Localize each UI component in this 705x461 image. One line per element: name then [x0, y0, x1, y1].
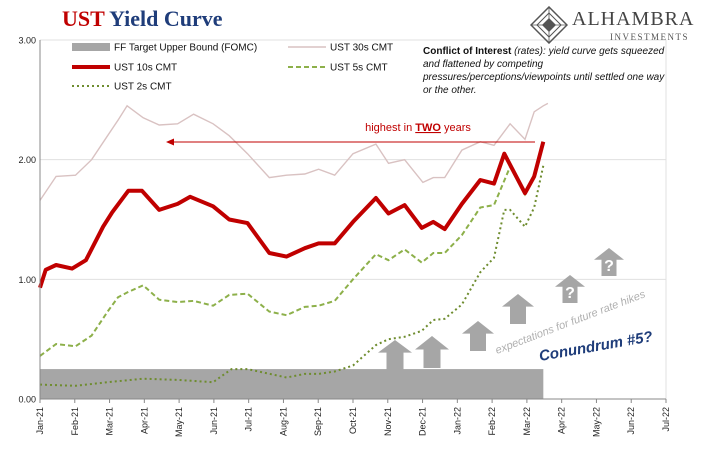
x-tick-label: Apr-22: [557, 407, 567, 434]
up-arrow-icon: [415, 336, 449, 368]
x-tick-label: May-21: [174, 407, 184, 437]
title-prefix: UST: [62, 6, 105, 31]
title-rest: Yield Curve: [109, 6, 223, 31]
legend-label: FF Target Upper Bound (FOMC): [114, 43, 257, 54]
x-tick-label: Mar-21: [105, 407, 115, 436]
x-tick-label: Jan-21: [35, 407, 45, 435]
alhambra-logo: ALHAMBRA INVESTMENTS: [528, 6, 703, 46]
x-tick-label: Dec-21: [418, 407, 428, 436]
legend-label: UST 5s CMT: [330, 63, 388, 74]
up-arrow-icon: [594, 248, 624, 276]
arrow-head-icon: [166, 138, 174, 146]
legend-swatch: [72, 43, 110, 51]
legend-label: UST 30s CMT: [330, 43, 393, 54]
chart-title: UST Yield Curve: [62, 6, 223, 32]
legend-label: UST 10s CMT: [114, 63, 177, 74]
up-arrow-icon: [555, 275, 585, 303]
x-tick-label: Jul-22: [661, 407, 671, 432]
ust30-line: [39, 102, 549, 201]
x-tick-label: Nov-21: [383, 407, 393, 436]
logo-subtitle: INVESTMENTS: [610, 32, 689, 42]
x-tick-label: Jan-22: [452, 407, 462, 435]
y-tick-label: 3.00: [18, 36, 36, 46]
question-mark: ?: [604, 258, 614, 275]
x-tick-label: Jul-21: [244, 407, 254, 432]
ust2-line: [39, 165, 545, 387]
conflict-of-interest-note: Conflict of Interest (rates): yield curv…: [423, 45, 673, 97]
series-layer: [38, 102, 549, 399]
ust5-line: [39, 141, 545, 357]
up-arrow-icon: [462, 321, 494, 351]
logo-name: ALHAMBRA: [572, 8, 695, 30]
x-tick-label: Sep-21: [313, 407, 323, 436]
x-tick-label: Apr-21: [139, 407, 149, 434]
y-tick-label: 2.00: [18, 155, 36, 165]
x-tick-label: Mar-22: [522, 407, 532, 436]
x-tick-label: Feb-21: [70, 407, 80, 436]
x-tick-label: Jun-22: [626, 407, 636, 435]
legend-label: UST 2s CMT: [114, 82, 172, 93]
question-mark: ?: [565, 285, 575, 302]
ust10-line: [38, 141, 546, 289]
x-tick-label: Jun-21: [209, 407, 219, 435]
x-tick-label: Feb-22: [487, 407, 497, 436]
y-tick-label: 0.00: [18, 395, 36, 405]
hike-arrows: ??: [378, 248, 624, 370]
x-tick-label: Aug-21: [278, 407, 288, 436]
chart-axes: 0.00 1.00 2.00 3.00 Jan-21 Feb-21 Mar-21 Apr-21…: [18, 36, 671, 438]
ff-target-area: [40, 369, 544, 399]
note-paren: (rates): [511, 46, 544, 57]
up-arrow-icon: [378, 340, 412, 370]
chart-legend: FF Target Upper Bound (FOMC) UST 30s CMT U…: [72, 43, 393, 93]
y-tick-label: 1.00: [18, 275, 36, 285]
logo-mark-icon: [530, 6, 568, 44]
note-lead: Conflict of Interest: [423, 46, 512, 57]
note-body: : yield curve gets squeezed and flattene…: [423, 46, 665, 96]
x-tick-label: May-22: [591, 407, 601, 437]
x-tick-label: Oct-21: [348, 407, 358, 434]
up-arrow-icon: [502, 294, 534, 324]
highest-annotation: highest in TWO years: [365, 122, 471, 134]
